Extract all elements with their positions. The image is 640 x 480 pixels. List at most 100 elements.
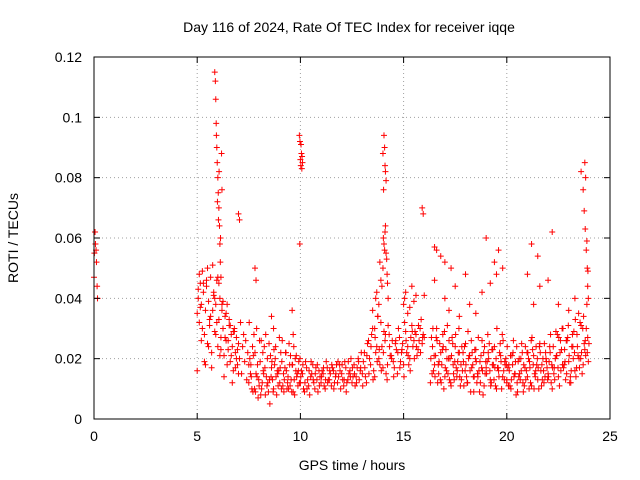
data-point xyxy=(546,343,553,350)
data-point xyxy=(441,328,448,335)
data-point xyxy=(205,298,212,305)
data-point xyxy=(530,361,537,368)
data-point xyxy=(276,379,283,386)
data-point xyxy=(584,268,591,275)
data-point xyxy=(539,376,546,383)
x-tick-label: 15 xyxy=(396,428,412,444)
data-point xyxy=(497,340,504,347)
data-point xyxy=(215,216,222,223)
data-point xyxy=(482,358,489,365)
data-point xyxy=(449,334,456,341)
data-point xyxy=(440,343,447,350)
data-point xyxy=(353,379,360,386)
data-point xyxy=(446,307,453,314)
data-point xyxy=(251,265,258,272)
data-point xyxy=(307,373,314,380)
data-point xyxy=(521,364,528,371)
data-point xyxy=(584,265,591,272)
data-point xyxy=(566,379,573,386)
data-point xyxy=(502,355,509,362)
data-point xyxy=(379,364,386,371)
data-point xyxy=(509,361,516,368)
data-point xyxy=(585,340,592,347)
data-point xyxy=(268,358,275,365)
data-point xyxy=(560,364,567,371)
data-point xyxy=(270,388,277,395)
data-point xyxy=(234,346,241,353)
data-point xyxy=(538,361,545,368)
data-point xyxy=(485,355,492,362)
data-point xyxy=(401,319,408,326)
data-point xyxy=(557,337,564,344)
data-point xyxy=(388,355,395,362)
data-point xyxy=(310,376,317,383)
data-point xyxy=(525,355,532,362)
data-point xyxy=(196,271,203,278)
data-point xyxy=(328,382,335,389)
data-point xyxy=(303,364,310,371)
data-point xyxy=(515,373,522,380)
data-point xyxy=(312,364,319,371)
data-point xyxy=(507,385,514,392)
data-point xyxy=(470,373,477,380)
data-point xyxy=(579,325,586,332)
data-point xyxy=(304,385,311,392)
data-point xyxy=(578,168,585,175)
data-point xyxy=(237,319,244,326)
data-point xyxy=(235,210,242,217)
data-point xyxy=(431,373,438,380)
data-point xyxy=(308,358,315,365)
data-point xyxy=(274,367,281,374)
data-point xyxy=(528,382,535,389)
data-point xyxy=(195,295,202,302)
data-point xyxy=(383,370,390,377)
data-point xyxy=(479,337,486,344)
data-point xyxy=(92,241,99,248)
data-point xyxy=(475,334,482,341)
data-point xyxy=(437,253,444,260)
data-point xyxy=(455,325,462,332)
data-point xyxy=(565,307,572,314)
data-point xyxy=(380,132,387,139)
data-point xyxy=(380,328,387,335)
data-point xyxy=(412,331,419,338)
data-point xyxy=(326,367,333,374)
data-point xyxy=(569,331,576,338)
data-point xyxy=(520,388,527,395)
data-point xyxy=(241,358,248,365)
data-point xyxy=(216,222,223,229)
data-point xyxy=(330,385,337,392)
data-point xyxy=(242,337,249,344)
data-point xyxy=(235,340,242,347)
data-point xyxy=(434,337,441,344)
data-point xyxy=(259,349,266,356)
data-point xyxy=(332,370,339,377)
data-point xyxy=(468,364,475,371)
data-point xyxy=(346,367,353,374)
data-point xyxy=(240,331,247,338)
data-point xyxy=(198,301,205,308)
data-point xyxy=(394,349,401,356)
data-point xyxy=(530,352,537,359)
data-point xyxy=(548,379,555,386)
data-point xyxy=(232,364,239,371)
data-point xyxy=(537,349,544,356)
x-axis-label: GPS time / hours xyxy=(299,457,406,473)
data-point xyxy=(457,361,464,368)
data-point xyxy=(556,382,563,389)
data-point xyxy=(395,325,402,332)
data-point xyxy=(215,189,222,196)
data-point xyxy=(440,385,447,392)
data-point xyxy=(213,319,220,326)
data-point xyxy=(385,295,392,302)
data-point xyxy=(528,241,535,248)
data-point xyxy=(320,370,327,377)
data-point xyxy=(372,334,379,341)
data-point xyxy=(228,352,235,359)
data-point xyxy=(493,355,500,362)
data-point xyxy=(572,373,579,380)
data-point xyxy=(448,352,455,359)
data-point xyxy=(204,340,211,347)
data-point xyxy=(271,361,278,368)
data-point xyxy=(269,376,276,383)
